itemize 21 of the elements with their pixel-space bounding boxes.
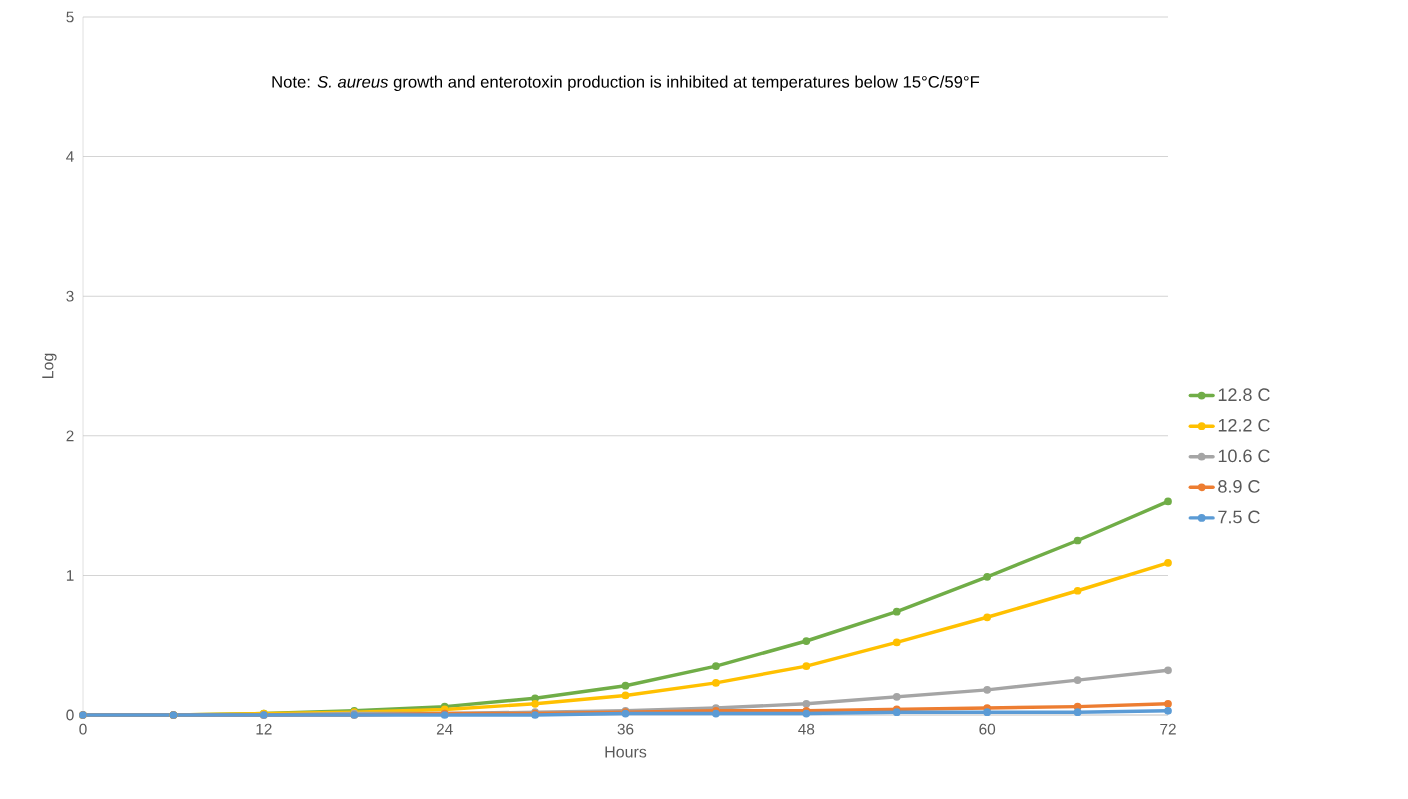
y-tick-label: 3 — [66, 290, 74, 302]
legend-label: 12.8 C — [1218, 388, 1270, 402]
y-tick-label: 0 — [66, 709, 74, 721]
legend-label: 8.9 C — [1218, 480, 1260, 493]
y-tick-label: 4 — [66, 151, 74, 162]
x-axis-title: Hours — [605, 746, 647, 758]
y-axis-title: Log — [42, 353, 57, 379]
x-tick-label: 0 — [79, 723, 87, 735]
x-tick-label: 72 — [1160, 723, 1176, 735]
x-tick-label: 36 — [617, 723, 634, 735]
annotation: Note: S. aureus growth and enterotoxin production is inhibited at temperatures below 15°C/59°F — [272, 75, 980, 92]
y-tick-label: 2 — [66, 430, 74, 442]
x-tick-label: 24 — [436, 723, 453, 735]
x-tick-label: 12 — [256, 723, 272, 735]
x-tick-label: 60 — [979, 723, 996, 735]
legend-label: 10.6 C — [1218, 449, 1270, 463]
legend-label: 7.5 C — [1218, 510, 1260, 524]
legend-label: 12.2 C — [1218, 418, 1270, 432]
x-tick-label: 48 — [798, 723, 815, 735]
y-tick-label: 5 — [66, 11, 74, 23]
y-tick-label: 1 — [66, 570, 74, 581]
